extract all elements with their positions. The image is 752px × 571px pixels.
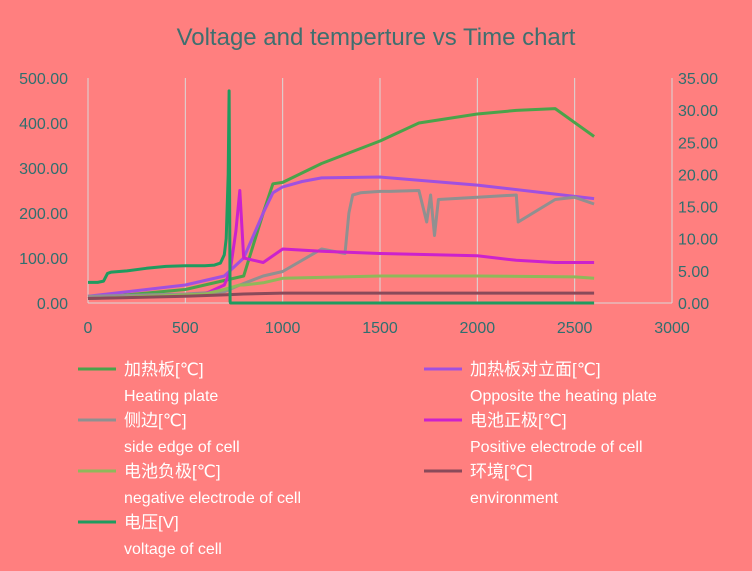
legend: 加热板[℃] Heating plate 加热板对立面[℃] Opposite the… [78,360,657,558]
legend-label: 环境[℃] [470,462,533,481]
y-left-tick-label: 300.00 [19,161,68,178]
y-left-tick-label: 200.00 [19,206,68,223]
series-line-1 [87,175,595,298]
legend-entry-3: 电池正极[℃] Positive electrode of cell [424,411,643,456]
y-right-tick-label: 35.00 [678,71,718,88]
series-line-6 [88,89,595,305]
x-tick-label: 0 [84,320,93,337]
legend-sublabel: Heating plate [124,388,218,405]
y-left-tick-label: 100.00 [19,251,68,268]
legend-sublabel: Positive electrode of cell [470,439,643,456]
y-right-tick-label: 15.00 [678,200,718,217]
series-line-2 [87,189,595,298]
y-left-tick-label: 0.00 [37,296,68,313]
y-right-tick-label: 30.00 [678,103,718,120]
legend-label: 电压[V] [124,513,179,532]
legend-label: 侧边[℃] [124,411,187,430]
x-tick-label: 2000 [460,320,496,337]
legend-entry-0: 加热板[℃] Heating plate [78,360,218,405]
legend-label: 加热板对立面[℃] [470,360,601,379]
axes: 0 500 1000 1500 2000 2500 3000 0.00 100.00 200.00… [19,71,718,337]
series-group [87,89,595,305]
y-right-tick-label: 0.00 [678,296,709,313]
legend-sublabel: voltage of cell [124,541,222,558]
x-tick-label: 1500 [362,320,398,337]
legend-sublabel: Opposite the heating plate [470,388,657,405]
x-tick-label: 3000 [654,320,690,337]
legend-entry-1: 加热板对立面[℃] Opposite the heating plate [424,360,657,405]
legend-entry-6: 电压[V] voltage of cell [78,513,222,558]
x-tick-label: 500 [172,320,199,337]
chart-title: Voltage and temperture vs Time chart [177,24,576,51]
y-left-tick-label: 400.00 [19,116,68,133]
series-line-4 [87,274,595,300]
x-tick-label: 1000 [265,320,301,337]
legend-entry-5: 环境[℃] environment [424,462,559,507]
legend-entry-4: 电池负极[℃] negative electrode of cell [78,462,301,507]
y-left-tick-label: 500.00 [19,71,68,88]
y-right-tick-label: 20.00 [678,167,718,184]
y-right-tick-label: 10.00 [678,232,718,249]
legend-sublabel: negative electrode of cell [124,490,301,507]
legend-entry-2: 侧边[℃] side edge of cell [78,411,240,456]
y-right-tick-label: 5.00 [678,264,709,281]
y-right-tick-label: 25.00 [678,135,718,152]
legend-label: 加热板[℃] [124,360,204,379]
legend-label: 电池负极[℃] [124,462,221,481]
series-line-3 [87,189,595,300]
x-tick-label: 2500 [557,320,593,337]
legend-sublabel: side edge of cell [124,439,240,456]
legend-sublabel: environment [470,490,559,507]
legend-label: 电池正极[℃] [470,411,567,430]
series-line-5 [87,291,595,300]
